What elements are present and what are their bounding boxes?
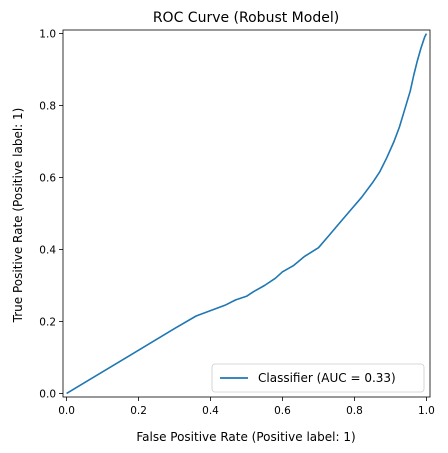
chart-title: ROC Curve (Robust Model) (153, 10, 339, 26)
y-axis-label: True Positive Rate (Positive label: 1) (11, 108, 25, 324)
x-tick-label: 0.8 (346, 405, 363, 417)
x-tick-label: 0.4 (202, 405, 219, 417)
legend-box (211, 363, 425, 393)
x-tick-label: 0.6 (274, 405, 291, 417)
legend: Classifier (AUC = 0.33) (211, 363, 425, 393)
plot-area-frame (62, 29, 431, 398)
legend-label: Classifier (AUC = 0.33) (258, 371, 396, 385)
x-tick-label: 0.2 (130, 405, 147, 417)
x-tick-label: 0.0 (58, 405, 75, 417)
y-tick-label: 0.4 (39, 244, 56, 256)
x-axis-ticks: 0.0 0.2 0.4 0.6 0.8 1.0 (58, 397, 435, 417)
y-tick-label: 0.6 (39, 173, 56, 185)
y-tick-label: 0.2 (39, 316, 56, 328)
y-tick-label: 0.0 (39, 388, 56, 400)
x-axis-label: False Positive Rate (Positive label: 1) (136, 430, 355, 444)
y-tick-label: 0.8 (39, 101, 56, 113)
x-tick-label: 1.0 (418, 405, 435, 417)
y-axis-ticks: 0.0 0.2 0.4 0.6 0.8 1.0 (39, 29, 63, 400)
roc-curve-line (66, 33, 428, 395)
y-tick-label: 1.0 (39, 29, 56, 41)
